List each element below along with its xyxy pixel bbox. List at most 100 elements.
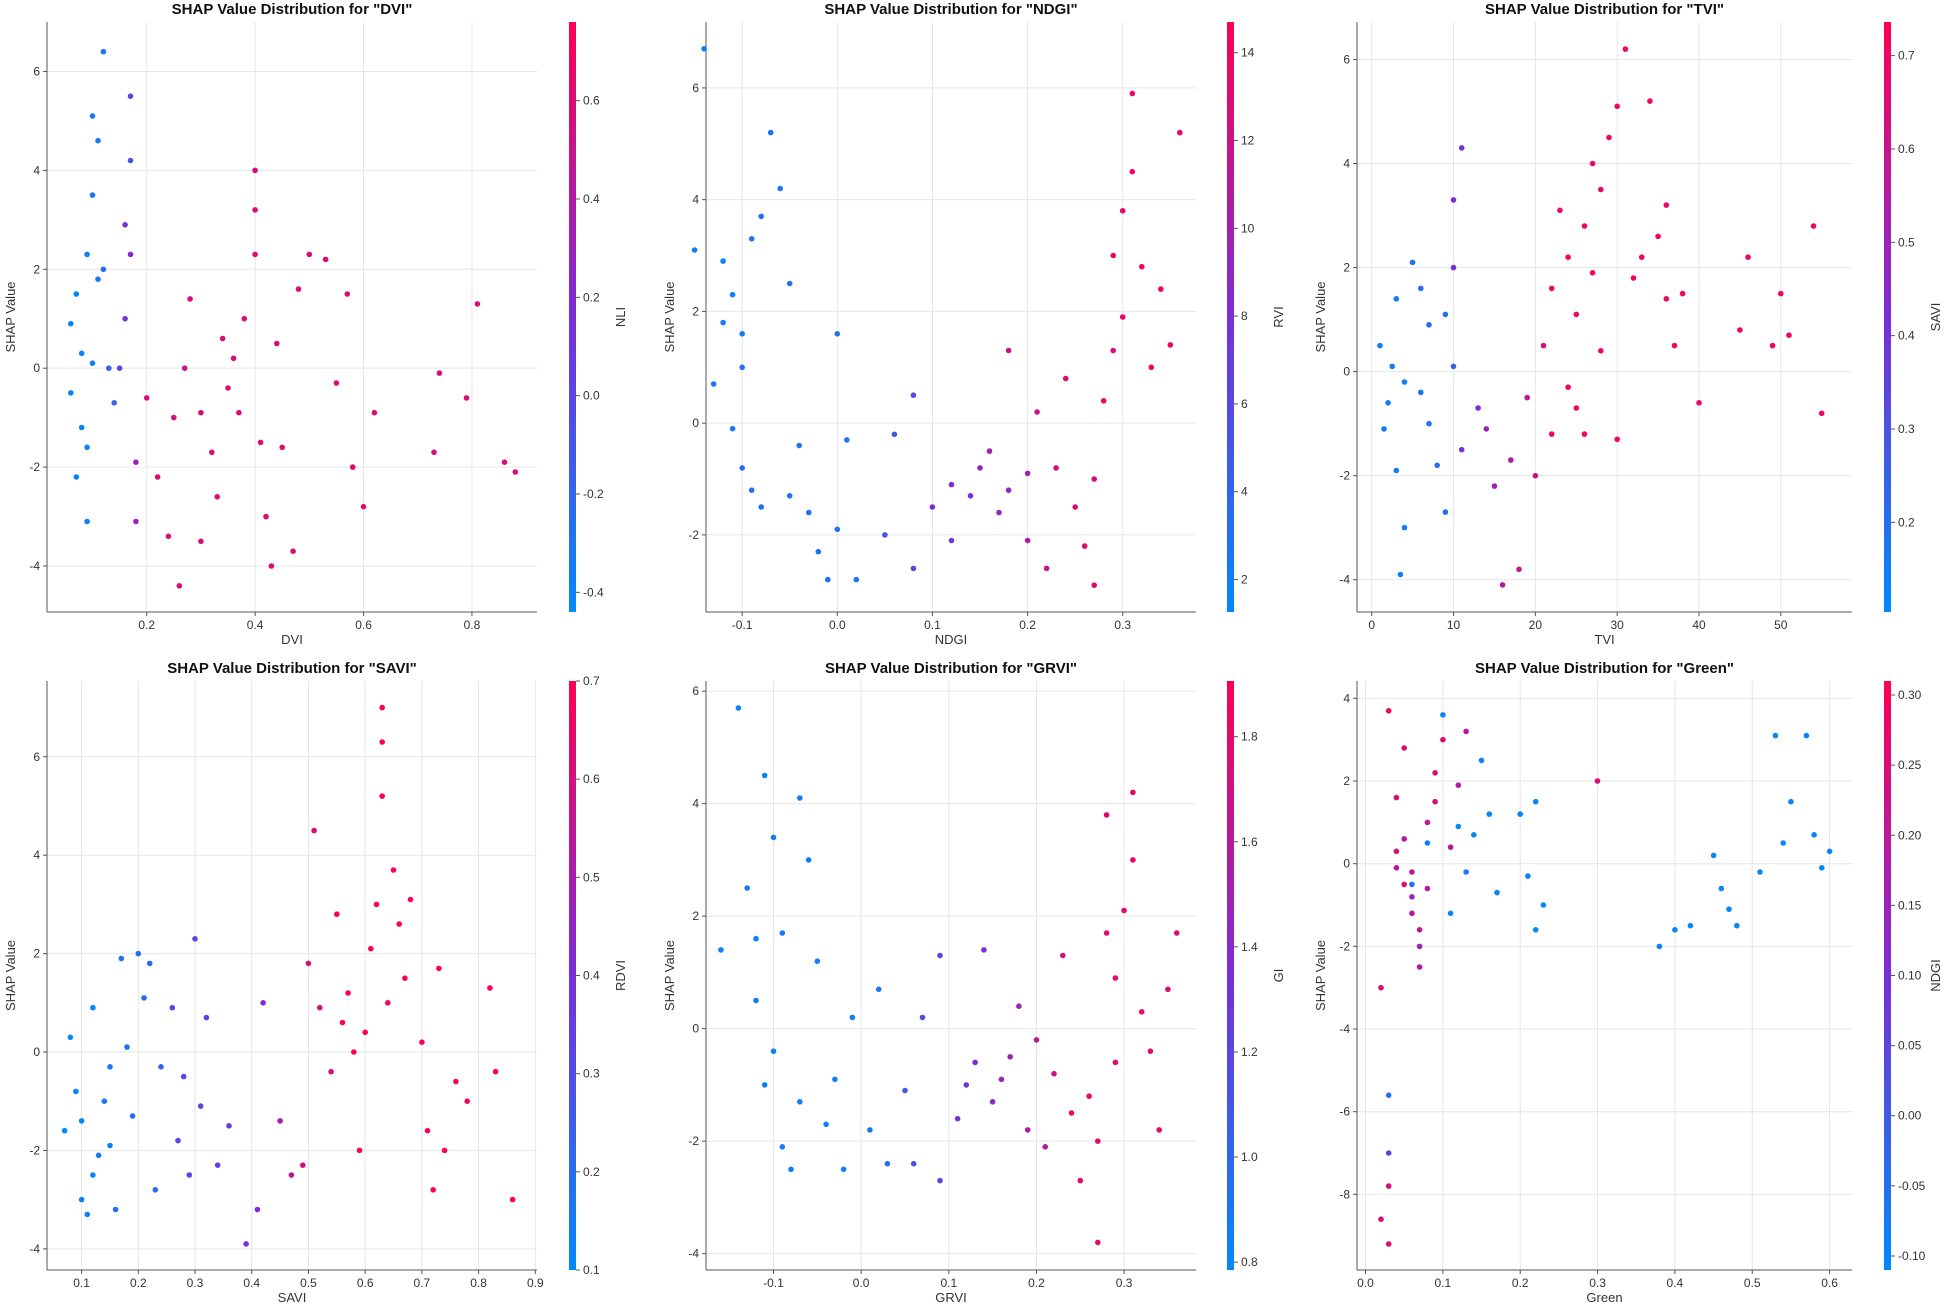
data-point — [1418, 389, 1424, 396]
data-point — [1780, 840, 1786, 846]
data-point — [263, 513, 269, 520]
data-point — [379, 739, 386, 745]
data-point — [379, 793, 386, 799]
data-point — [73, 474, 80, 480]
x-tick-label: 0.6 — [1821, 1276, 1838, 1290]
data-point — [1167, 342, 1174, 348]
data-point — [1060, 952, 1066, 959]
data-point — [89, 192, 96, 198]
data-point — [691, 247, 698, 253]
data-point — [158, 1064, 164, 1070]
data-point — [1532, 927, 1539, 933]
data-point — [1121, 907, 1127, 914]
colorbar-tick-label: 10 — [1241, 221, 1255, 235]
data-point — [100, 48, 107, 55]
data-point — [112, 1206, 119, 1213]
data-point — [339, 1019, 346, 1026]
data-point — [1826, 848, 1833, 855]
x-tick-label: 50 — [1774, 618, 1788, 632]
data-point — [797, 1099, 803, 1105]
y-tick-label: -4 — [29, 1242, 40, 1256]
data-point — [453, 1078, 459, 1085]
data-point — [834, 526, 841, 533]
x-tick-label: 0.0 — [829, 618, 846, 632]
data-point — [1424, 885, 1431, 892]
data-point — [1478, 757, 1485, 764]
colorbar-tick-label: 1.2 — [1241, 1045, 1258, 1059]
data-point — [832, 1076, 838, 1083]
x-tick-label: 0.6 — [357, 1276, 374, 1290]
data-point — [419, 1039, 425, 1045]
data-point — [463, 395, 470, 401]
colorbar-tick-label: 1.4 — [1241, 940, 1258, 954]
data-point — [1393, 296, 1400, 302]
data-point — [78, 1118, 85, 1124]
data-point — [1103, 812, 1110, 818]
colorbar-tick-label: 0.8 — [1241, 1255, 1258, 1269]
y-tick-label: -6 — [1339, 1105, 1350, 1119]
data-point — [986, 448, 993, 454]
data-point — [1147, 1048, 1154, 1054]
data-point — [758, 213, 764, 220]
x-axis-label: Green — [1586, 1290, 1622, 1305]
data-point — [402, 975, 408, 981]
data-point — [748, 487, 755, 494]
data-point — [198, 538, 204, 545]
data-point — [225, 385, 231, 391]
colorbar — [1884, 22, 1891, 612]
colorbar-label: NDGI — [1928, 959, 1943, 992]
data-point — [431, 449, 437, 456]
colorbar-tick-label: 0.3 — [583, 1067, 600, 1081]
data-point — [379, 704, 386, 711]
data-point — [487, 985, 493, 991]
y-tick-label: 2 — [692, 304, 699, 318]
data-point — [779, 930, 786, 936]
data-point — [815, 548, 822, 555]
data-point — [910, 1160, 917, 1167]
data-point — [1458, 446, 1465, 453]
data-point — [1024, 537, 1031, 544]
data-point — [788, 1166, 794, 1173]
data-point — [1042, 1144, 1048, 1150]
x-tick-label: 0.2 — [1019, 618, 1036, 632]
colorbar-tick-label: 0.4 — [583, 192, 600, 206]
data-point — [849, 1014, 856, 1021]
data-point — [1463, 869, 1469, 875]
colorbar-label: RVI — [1271, 306, 1286, 327]
data-point — [1594, 778, 1601, 784]
data-point — [853, 576, 860, 583]
data-point — [1757, 869, 1763, 875]
data-point — [236, 409, 242, 416]
data-point — [430, 1187, 437, 1193]
data-point — [1532, 798, 1539, 805]
data-point — [356, 1147, 363, 1154]
data-point — [1424, 840, 1431, 846]
data-point — [1606, 134, 1612, 141]
data-point — [1788, 798, 1794, 805]
data-point — [1508, 457, 1514, 463]
data-point — [1440, 736, 1446, 743]
data-point — [68, 320, 74, 327]
data-point — [95, 1152, 102, 1159]
x-tick-label: 0.8 — [464, 618, 481, 632]
data-point — [95, 276, 101, 283]
data-point — [1112, 975, 1119, 981]
data-point — [122, 315, 128, 322]
data-point — [1565, 384, 1571, 391]
data-point — [761, 772, 768, 779]
data-point — [806, 509, 812, 516]
data-point — [929, 504, 936, 510]
y-tick-label: -2 — [1339, 469, 1350, 483]
data-point — [1455, 782, 1462, 788]
data-point — [744, 885, 750, 891]
y-tick-label: 0 — [1343, 857, 1350, 871]
colorbar — [1227, 22, 1234, 612]
data-point — [1401, 836, 1407, 842]
data-point — [1486, 811, 1493, 817]
data-point — [910, 565, 917, 572]
data-point — [972, 1059, 978, 1066]
data-point — [1072, 504, 1078, 510]
x-tick-label: 20 — [1529, 618, 1543, 632]
data-point — [1494, 889, 1500, 896]
data-point — [1769, 342, 1776, 349]
